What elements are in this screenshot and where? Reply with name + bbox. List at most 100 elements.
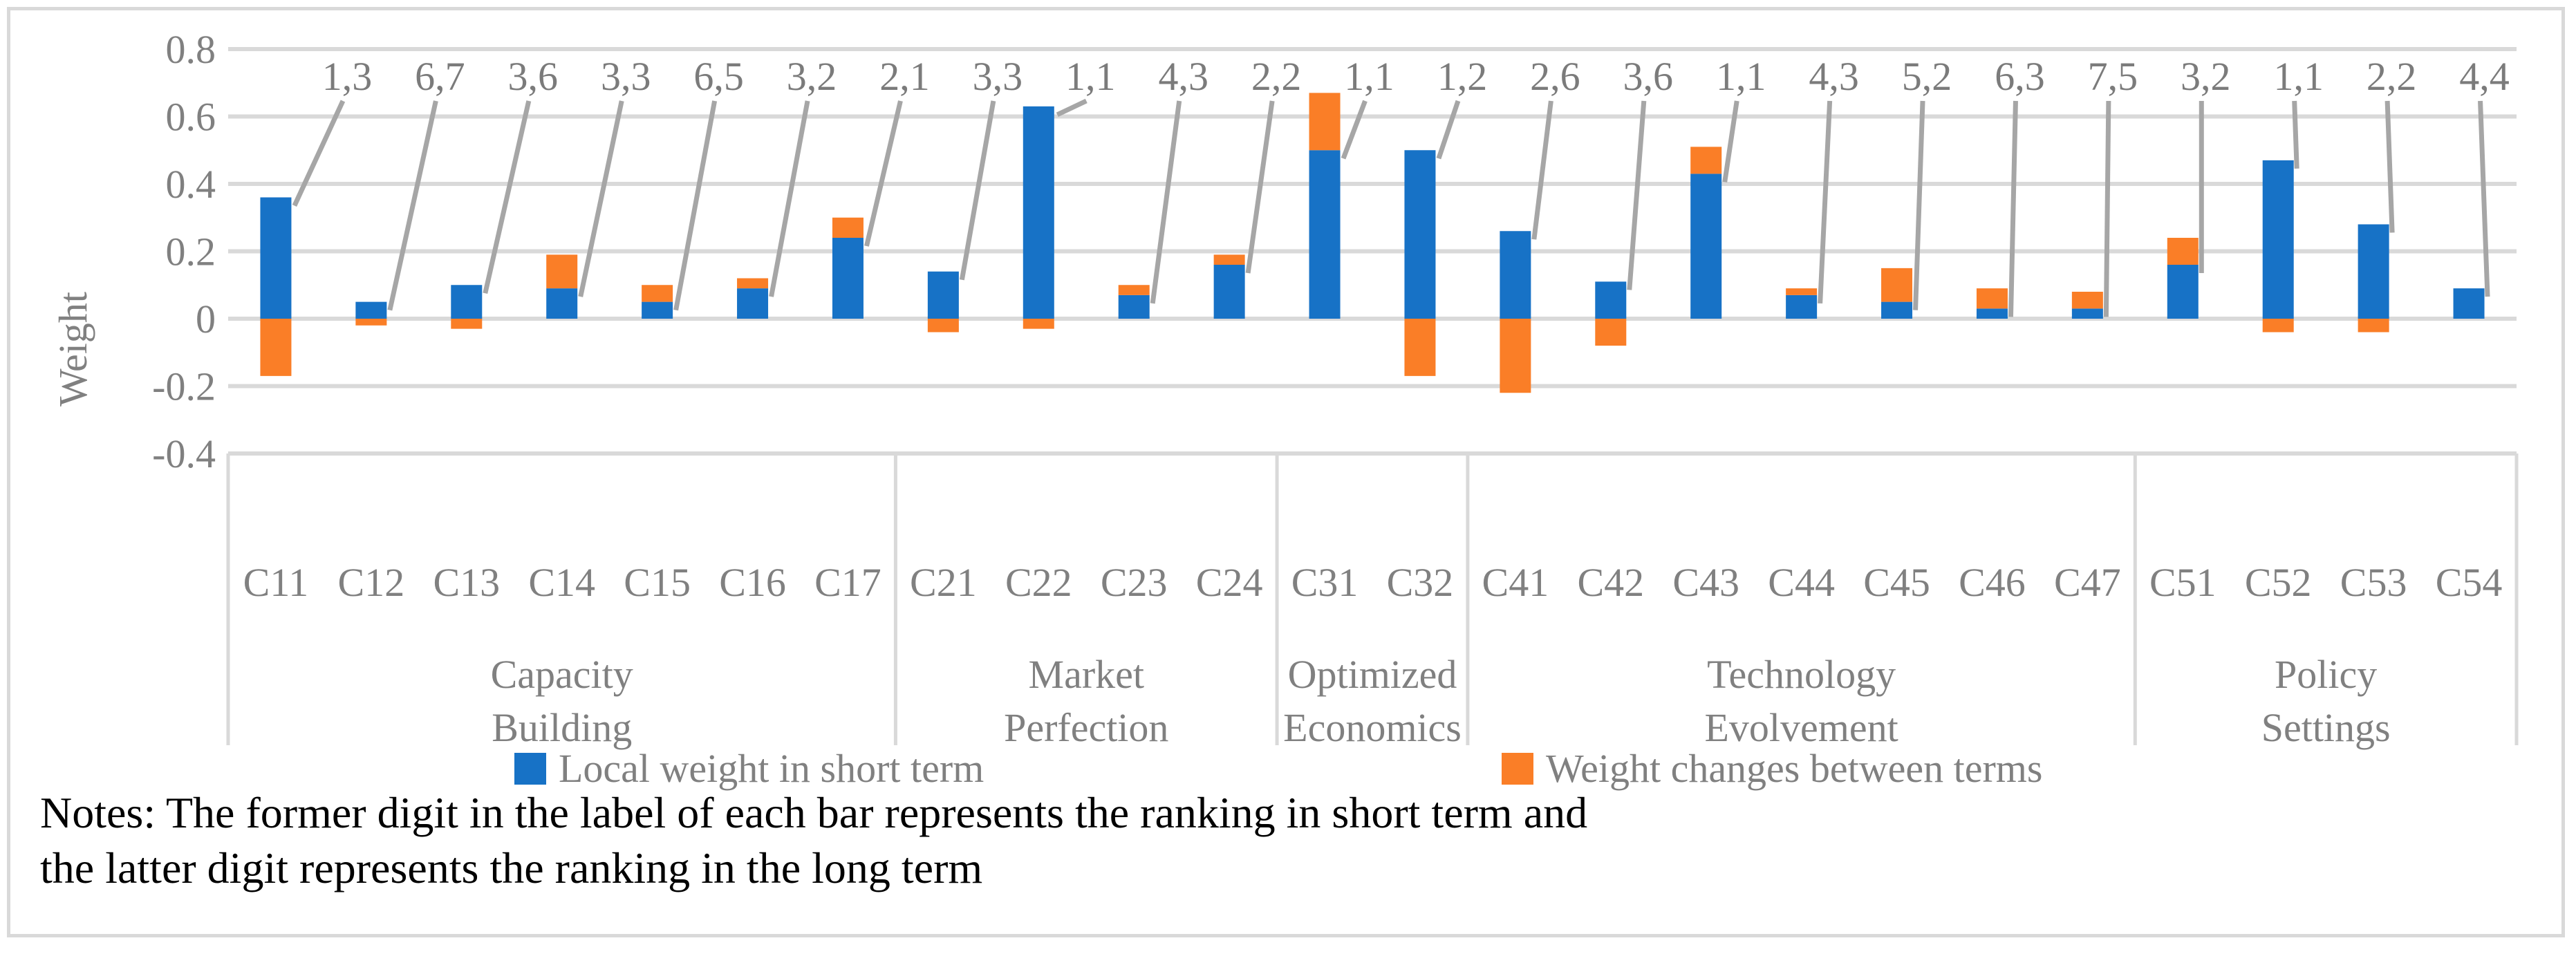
bar-short-term-C52 xyxy=(2262,160,2294,319)
bar-short-term-C24 xyxy=(1213,265,1245,319)
category-label-C45: C45 xyxy=(1863,560,1930,605)
bar-rank-label-C13: 3,6 xyxy=(508,54,559,99)
category-label-C53: C53 xyxy=(2340,560,2407,605)
bar-change-C44 xyxy=(1786,288,1818,295)
leader-line-C41 xyxy=(1531,100,1553,240)
category-label-C12: C12 xyxy=(338,560,405,605)
leader-line-C46 xyxy=(2008,100,2018,317)
leader-line-C12 xyxy=(387,100,438,311)
bar-short-term-C22 xyxy=(1023,106,1054,319)
category-label-C41: C41 xyxy=(1482,560,1549,605)
category-label-C54: C54 xyxy=(2436,560,2503,605)
category-label-C31: C31 xyxy=(1291,560,1359,605)
bar-rank-label-C47: 7,5 xyxy=(2088,54,2138,99)
group-label-line1: Optimized xyxy=(1288,652,1457,697)
bar-change-C47 xyxy=(2071,292,2103,309)
bar-short-term-C23 xyxy=(1118,294,1150,319)
bar-short-term-C42 xyxy=(1595,281,1627,319)
category-label-C43: C43 xyxy=(1672,560,1739,605)
bar-short-term-C13 xyxy=(451,285,483,319)
leader-line-C14 xyxy=(578,100,624,297)
legend-label-local-weight: Local weight in short term xyxy=(559,746,984,791)
bar-change-C14 xyxy=(546,254,578,289)
bar-rank-label-C32: 1,2 xyxy=(1437,54,1488,99)
y-axis-title: Weight xyxy=(50,292,95,406)
bar-change-C53 xyxy=(2358,319,2389,333)
leader-line-C17 xyxy=(864,100,903,247)
bar-short-term-C14 xyxy=(546,288,578,319)
bar-rank-label-C16: 3,2 xyxy=(787,54,837,99)
bar-change-C23 xyxy=(1118,285,1150,295)
category-label-C17: C17 xyxy=(814,560,881,605)
bar-rank-label-C23: 4,3 xyxy=(1158,54,1208,99)
legend-swatch-blue xyxy=(514,752,546,785)
bar-rank-label-C44: 4,3 xyxy=(1809,54,1859,99)
bar-change-C22 xyxy=(1023,319,1054,329)
y-tick-label: -0.2 xyxy=(152,364,216,409)
bar-change-C52 xyxy=(2262,319,2294,333)
leader-line-C53 xyxy=(2384,100,2395,233)
bar-short-term-C12 xyxy=(355,301,387,319)
leader-line-C15 xyxy=(673,100,718,311)
leader-line-C22 xyxy=(1056,98,1088,118)
group-label-line1: Technology xyxy=(1707,652,1896,697)
notes-line-1: Notes: The former digit in the label of … xyxy=(40,788,1588,837)
bar-rank-label-C21: 3,3 xyxy=(973,54,1023,99)
bar-rank-label-C46: 6,3 xyxy=(1995,54,2045,99)
bar-rank-label-C41: 2,6 xyxy=(1530,54,1580,99)
leader-line-C16 xyxy=(769,100,810,297)
legend-item-weight-changes: Weight changes between terms xyxy=(1502,745,2042,792)
bar-change-C13 xyxy=(451,319,483,329)
bar-change-C24 xyxy=(1213,254,1245,265)
legend-swatch-orange xyxy=(1502,752,1533,785)
bar-change-C21 xyxy=(927,319,959,333)
y-tick-label: 0.4 xyxy=(166,162,216,207)
bar-change-C31 xyxy=(1309,93,1341,151)
bar-rank-label-C11: 1,3 xyxy=(322,54,373,99)
bar-change-C43 xyxy=(1690,147,1722,174)
bar-rank-label-C54: 4,4 xyxy=(2459,54,2510,99)
leader-line-C43 xyxy=(1722,100,1739,183)
category-label-C11: C11 xyxy=(243,560,309,605)
bar-change-C45 xyxy=(1881,268,1913,302)
bar-change-C42 xyxy=(1595,319,1627,346)
category-label-C51: C51 xyxy=(2149,560,2216,605)
bar-rank-label-C52: 1,1 xyxy=(2273,54,2324,99)
bar-short-term-C47 xyxy=(2071,308,2103,319)
leader-line-C54 xyxy=(2478,100,2490,297)
bar-change-C16 xyxy=(737,278,769,289)
bar-rank-label-C45: 5,2 xyxy=(1902,54,1952,99)
figure-border xyxy=(7,7,2565,937)
bar-change-C41 xyxy=(1500,319,1531,393)
group-label-line2: Perfection xyxy=(1004,705,1168,750)
bar-change-C46 xyxy=(1976,288,2008,309)
bar-rank-label-C12: 6,7 xyxy=(415,54,465,99)
bar-short-term-C54 xyxy=(2453,288,2485,319)
y-tick-label: 0.8 xyxy=(166,27,216,72)
category-label-C44: C44 xyxy=(1768,560,1835,605)
bar-short-term-C44 xyxy=(1786,294,1818,319)
group-label-line1: Market xyxy=(1029,652,1145,697)
category-label-C15: C15 xyxy=(624,560,691,605)
bar-short-term-C53 xyxy=(2358,224,2389,319)
bar-short-term-C51 xyxy=(2167,265,2199,319)
bar-change-C12 xyxy=(355,319,387,326)
group-label-line1: Capacity xyxy=(491,652,633,697)
leader-line-C45 xyxy=(1913,100,1925,310)
category-label-C52: C52 xyxy=(2245,560,2312,605)
category-label-C32: C32 xyxy=(1387,560,1454,605)
bar-rank-label-C17: 2,1 xyxy=(879,54,930,99)
leader-line-C31 xyxy=(1341,100,1368,160)
leader-line-C24 xyxy=(1245,100,1275,274)
leader-line-C32 xyxy=(1436,100,1461,160)
y-tick-label: 0.6 xyxy=(166,95,216,140)
bar-rank-label-C15: 6,5 xyxy=(693,54,744,99)
bar-short-term-C46 xyxy=(1976,308,2008,319)
leader-line-C13 xyxy=(483,100,532,294)
y-tick-label: 0.2 xyxy=(166,230,216,274)
y-tick-label: -0.4 xyxy=(152,431,216,476)
bar-short-term-C45 xyxy=(1881,301,1913,319)
group-label-line2: Economics xyxy=(1283,705,1462,750)
notes-line-2: the latter digit represents the ranking … xyxy=(40,843,983,892)
